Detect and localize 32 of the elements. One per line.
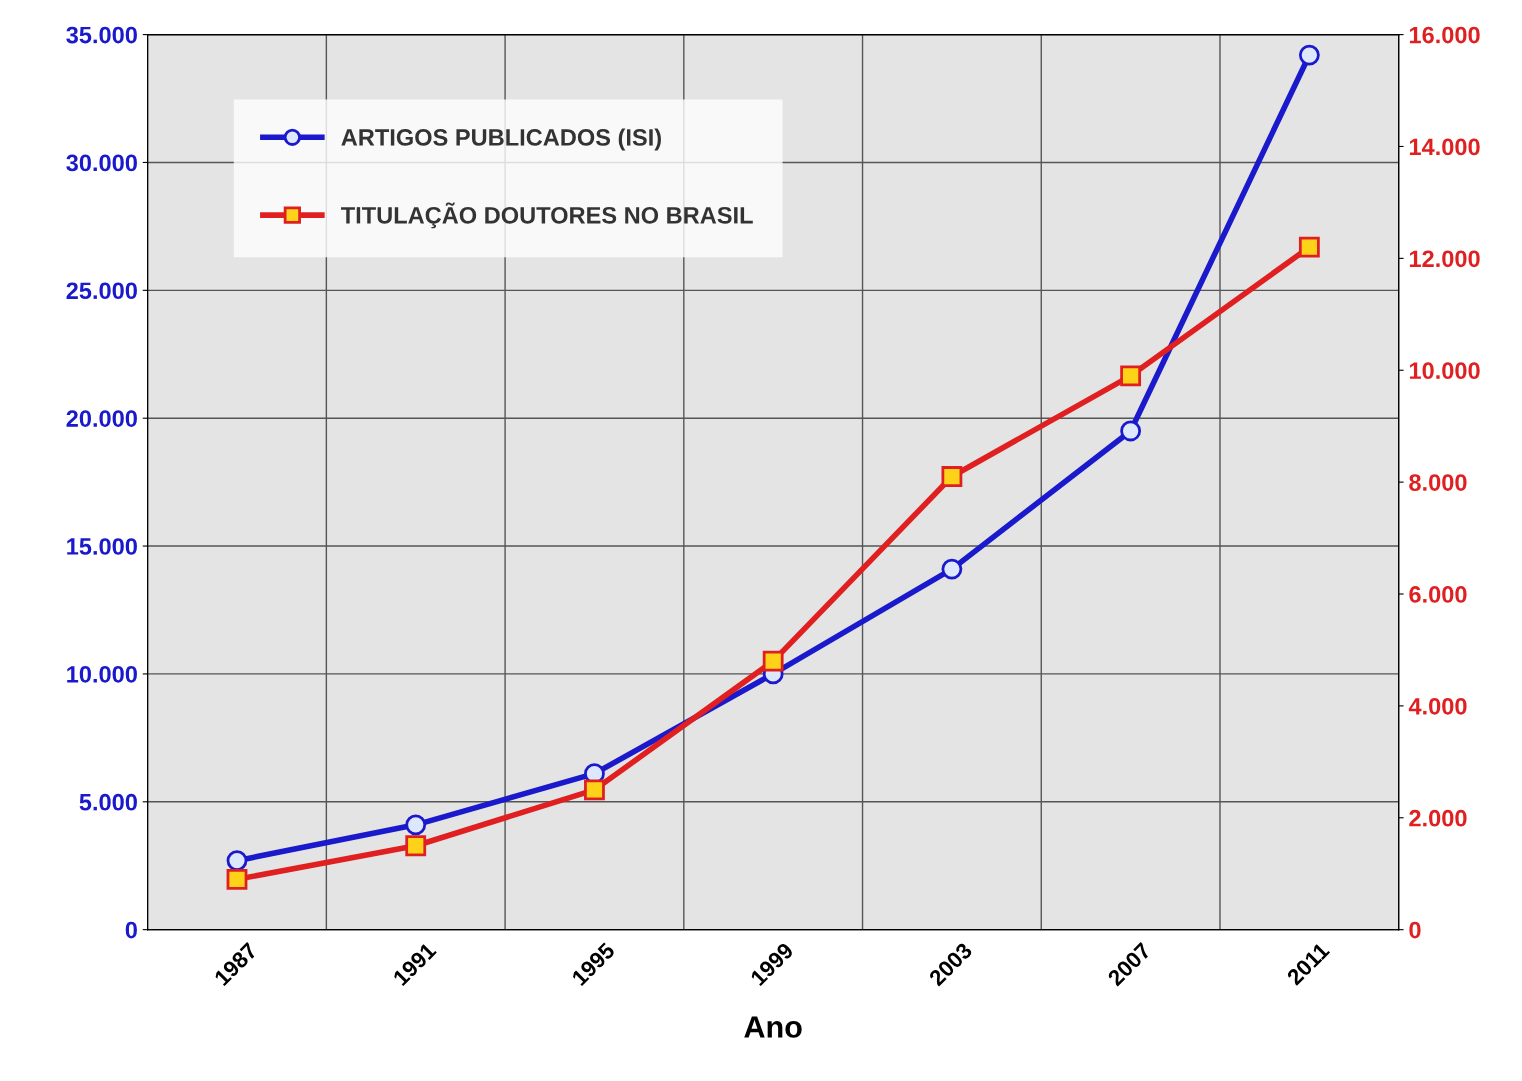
y2-tick-label: 4.000 [1408, 697, 1467, 715]
y-tick-label: 30.000 [66, 154, 137, 172]
point [226, 850, 248, 872]
point [762, 650, 784, 672]
point [1120, 365, 1142, 387]
y2-tick-label: 10.000 [1409, 362, 1480, 380]
point [405, 814, 427, 836]
y-tick-label: 35.000 [66, 26, 137, 44]
y2-tick-label: 14.000 [1409, 138, 1480, 156]
legend-label: TITULAÇÃO DOUTORES NO BRASIL [341, 202, 753, 229]
y2-tick-label: 6.000 [1409, 586, 1467, 603]
point [941, 466, 963, 487]
y-tick-label: 0 [125, 921, 137, 939]
y-tick-label: 15.000 [67, 538, 137, 555]
point [1298, 44, 1320, 66]
y-tick-label: 25.000 [66, 282, 137, 300]
y2-tick-label: 8.000 [1409, 474, 1467, 491]
point [1120, 420, 1142, 442]
point [405, 835, 427, 857]
point [584, 779, 605, 801]
point [941, 558, 963, 580]
y-tick-label: 20.000 [66, 410, 137, 427]
y2-tick-label: 16.000 [1409, 26, 1480, 44]
point [226, 868, 248, 890]
y2-tick-label: 12.000 [1409, 250, 1480, 268]
point [1298, 236, 1320, 258]
y2-tick-label: 0 [1409, 921, 1421, 939]
y-tick-label: 10.000 [67, 665, 137, 683]
legend-label: ARTIGOS PUBLICADOS (ISI) [341, 128, 661, 151]
x-axis-title: Ano [744, 1016, 802, 1038]
y2-tick-label: 2.000 [1409, 809, 1467, 827]
y-tick-label: 5.000 [79, 793, 137, 811]
